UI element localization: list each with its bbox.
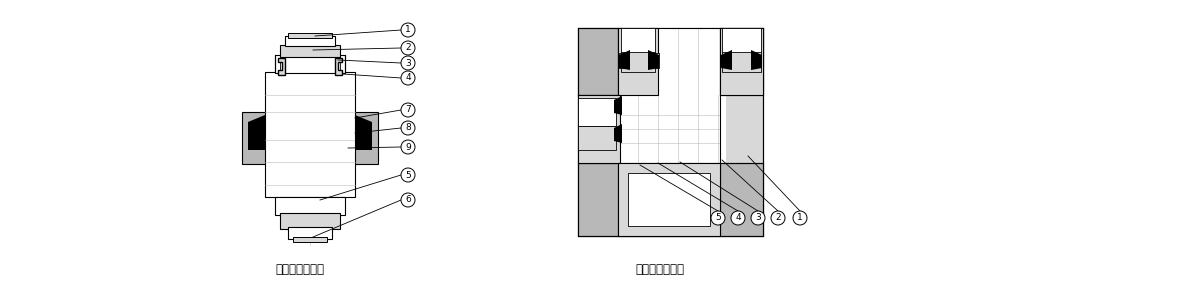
Polygon shape <box>721 50 732 70</box>
Bar <box>577 98 616 126</box>
Polygon shape <box>335 58 341 75</box>
Polygon shape <box>615 124 622 143</box>
Bar <box>577 163 763 236</box>
Bar <box>276 55 345 73</box>
Text: エルボユニオン: エルボユニオン <box>635 263 684 276</box>
Bar <box>280 45 340 57</box>
Bar <box>621 28 655 53</box>
Bar <box>577 95 726 163</box>
Bar <box>619 53 625 68</box>
Bar <box>280 213 340 229</box>
Bar <box>621 52 655 72</box>
Bar <box>294 237 327 242</box>
Text: 5: 5 <box>715 213 721 222</box>
Circle shape <box>401 140 415 154</box>
Bar <box>577 28 618 95</box>
Text: 1: 1 <box>405 26 411 35</box>
Polygon shape <box>751 50 762 70</box>
Circle shape <box>401 168 415 182</box>
Text: 3: 3 <box>755 213 761 222</box>
Circle shape <box>401 193 415 207</box>
Bar <box>720 28 763 95</box>
Text: 9: 9 <box>405 142 411 151</box>
Bar <box>577 28 763 236</box>
Text: 2: 2 <box>775 213 781 222</box>
Text: ハーフユニオン: ハーフユニオン <box>276 263 325 276</box>
Text: 6: 6 <box>405 195 411 204</box>
Circle shape <box>401 103 415 117</box>
Circle shape <box>401 56 415 70</box>
Text: 1: 1 <box>797 213 803 222</box>
Polygon shape <box>355 115 373 150</box>
Bar <box>288 227 332 239</box>
Text: 3: 3 <box>405 59 411 68</box>
Circle shape <box>401 41 415 55</box>
Circle shape <box>751 211 766 225</box>
Bar <box>577 126 616 150</box>
Text: 2: 2 <box>405 44 411 52</box>
Bar <box>285 36 335 46</box>
Circle shape <box>731 211 745 225</box>
Circle shape <box>772 211 785 225</box>
Circle shape <box>401 121 415 135</box>
Polygon shape <box>619 50 630 70</box>
Text: 8: 8 <box>405 124 411 133</box>
Bar <box>618 163 720 236</box>
Bar <box>722 52 761 72</box>
Circle shape <box>793 211 807 225</box>
Text: 4: 4 <box>405 73 411 82</box>
Bar <box>265 72 355 197</box>
Bar <box>722 28 761 53</box>
Text: 4: 4 <box>736 213 740 222</box>
Bar <box>577 95 621 163</box>
Bar <box>618 28 720 108</box>
Bar <box>618 28 658 95</box>
Bar <box>288 33 332 38</box>
Text: 5: 5 <box>405 171 411 180</box>
Bar <box>276 197 345 215</box>
Circle shape <box>710 211 725 225</box>
Bar <box>720 28 763 95</box>
Bar <box>628 173 710 226</box>
Bar <box>353 112 379 164</box>
Text: 7: 7 <box>405 106 411 115</box>
Polygon shape <box>278 58 285 75</box>
Circle shape <box>401 23 415 37</box>
Bar <box>653 53 659 68</box>
Polygon shape <box>648 50 659 70</box>
Circle shape <box>401 71 415 85</box>
Polygon shape <box>248 115 265 150</box>
Bar <box>618 163 720 236</box>
Polygon shape <box>615 96 622 115</box>
Bar <box>242 112 266 164</box>
